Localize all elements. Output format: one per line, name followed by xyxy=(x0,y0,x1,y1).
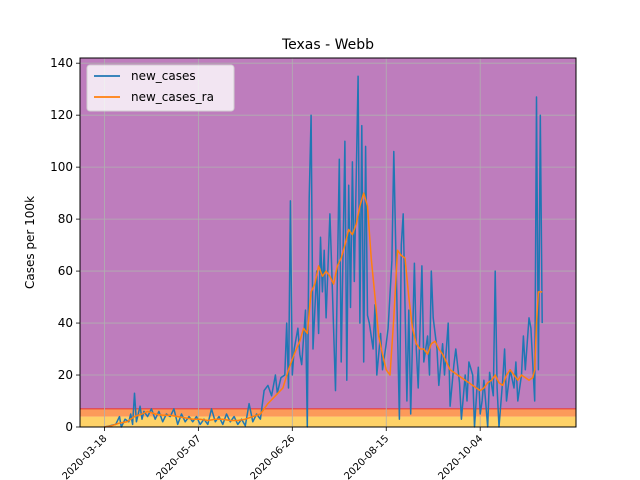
x-tick-label: 2020-05-07 xyxy=(155,433,204,480)
x-tick-label: 2020-03-18 xyxy=(61,433,110,480)
band-1 xyxy=(80,408,576,417)
y-axis-label: Cases per 100k xyxy=(23,196,37,289)
chart-title: Texas - Webb xyxy=(281,37,374,53)
x-tick-label: 2020-10-04 xyxy=(436,433,485,480)
y-tick-label: 60 xyxy=(58,264,73,278)
y-tick-label: 100 xyxy=(50,160,73,174)
y-tick-label: 0 xyxy=(65,420,73,434)
legend: new_cases new_cases_ra xyxy=(86,64,235,112)
y-tick-label: 40 xyxy=(58,316,73,330)
y-tick-label: 140 xyxy=(50,56,73,70)
legend-label: new_cases xyxy=(131,69,196,83)
y-tick-label: 20 xyxy=(58,368,73,382)
band-0 xyxy=(80,416,576,427)
x-tick-label: 2020-08-15 xyxy=(342,433,391,480)
plot-frame xyxy=(79,57,577,428)
series-line-new_cases xyxy=(104,75,543,428)
legend-label: new_cases_ra xyxy=(131,90,214,104)
legend-box xyxy=(86,64,235,112)
x-axis: 2020-03-18 2020-05-07 2020-06-26 2020-08-15… xyxy=(61,427,485,480)
series-lines xyxy=(104,75,543,428)
y-tick-label: 80 xyxy=(58,212,73,226)
x-tick-label: 2020-06-26 xyxy=(249,433,298,480)
series-line-new_cases_ra xyxy=(104,192,543,428)
y-axis: 0 20 40 60 80 100 120 140 xyxy=(50,56,80,434)
threshold-bands xyxy=(80,58,576,427)
y-tick-label: 120 xyxy=(50,108,73,122)
